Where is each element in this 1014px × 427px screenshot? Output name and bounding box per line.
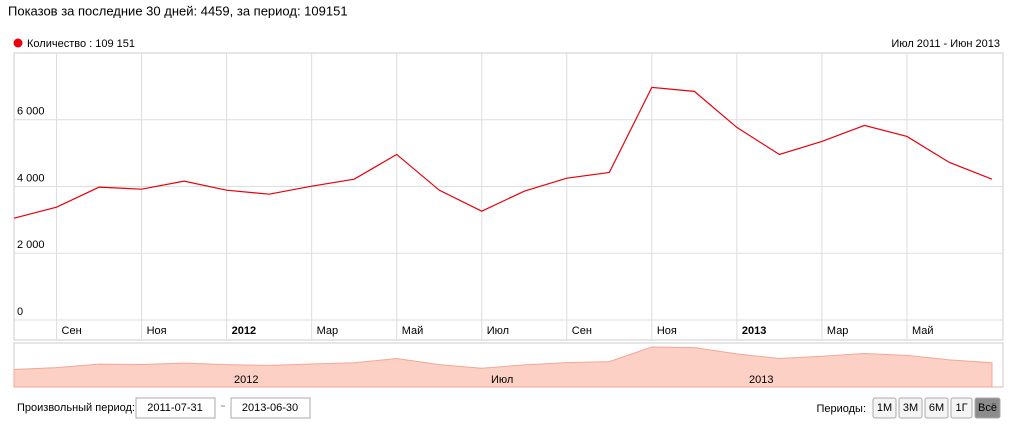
plot-frame — [13, 52, 1004, 341]
period-button-label[interactable]: 3М — [903, 402, 918, 414]
x-tick-label: Мар — [827, 325, 849, 337]
x-tick-label: Май — [912, 325, 934, 337]
x-tick-label: Май — [402, 325, 424, 337]
period-button[interactable] — [950, 397, 973, 419]
x-tick-label: 2013 — [742, 325, 766, 337]
period-button[interactable] — [924, 397, 949, 419]
legend-marker — [13, 38, 23, 48]
period-button[interactable] — [898, 397, 923, 419]
y-tick-label: 4 000 — [17, 172, 45, 184]
date-from-input[interactable] — [135, 397, 216, 419]
page-title: Показов за последние 30 дней: 4459, за п… — [8, 3, 348, 18]
x-tick-label: Сен — [572, 325, 592, 337]
x-tick-label: Ноя — [657, 325, 677, 337]
navigator-label: 2012 — [234, 374, 258, 386]
legend-label: Количество : 109 151 — [27, 38, 135, 50]
navigator-label: 2013 — [749, 374, 773, 386]
period-button[interactable] — [872, 397, 897, 419]
period-button-label[interactable]: 1М — [877, 402, 892, 414]
range-label: Июл 2011 - Июн 2013 — [891, 38, 1000, 50]
date-to-input[interactable] — [230, 397, 311, 419]
date-to[interactable]: 2013-06-30 — [242, 402, 298, 414]
y-tick-label: 2 000 — [17, 239, 45, 251]
navigator-label: Июл — [491, 374, 513, 386]
x-tick-label: 2012 — [232, 325, 256, 337]
x-tick-label: Ноя — [147, 325, 167, 337]
y-tick-label: 6 000 — [17, 106, 45, 118]
period-button[interactable] — [974, 397, 1001, 419]
date-from[interactable]: 2011-07-31 — [147, 402, 202, 414]
data-line — [13, 86, 993, 219]
period-button-label[interactable]: 1Г — [955, 402, 967, 414]
x-tick-label: Сен — [62, 325, 82, 337]
periods-label: Периоды: — [816, 403, 866, 415]
navigator-area — [13, 346, 1003, 388]
custom-period-label: Произвольный период: — [17, 402, 135, 414]
y-tick-label: 0 — [17, 306, 23, 318]
period-button-label[interactable]: Всё — [978, 402, 997, 414]
period-button-label[interactable]: 6М — [929, 402, 944, 414]
x-tick-label: Июл — [487, 325, 509, 337]
x-tick-label: Мар — [317, 325, 339, 337]
